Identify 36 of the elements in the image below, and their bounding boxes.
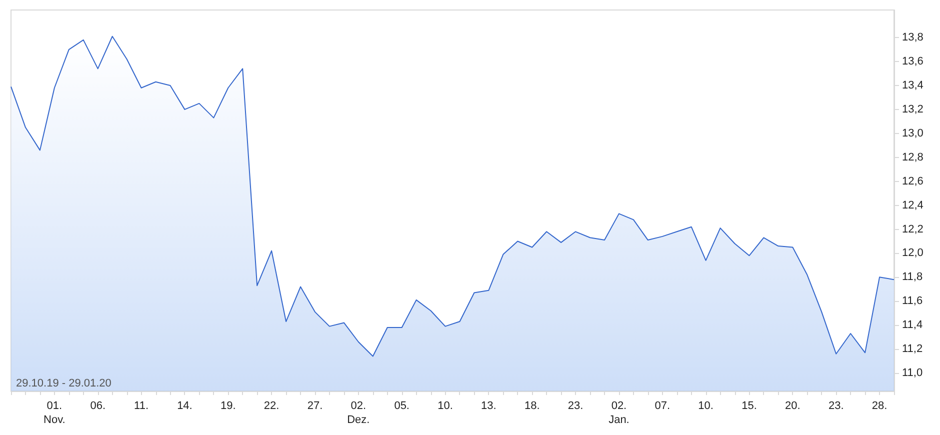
y-tick-label: 12,0 xyxy=(902,247,924,260)
annotation: 29.10.19 - 29.01.20 xyxy=(16,378,112,390)
y-tick-label: 12,6 xyxy=(902,175,924,188)
y-tick-label: 11,8 xyxy=(902,271,923,284)
y-tick-label: 13,2 xyxy=(902,103,924,116)
x-tick-label: 19. xyxy=(220,400,236,412)
y-tick-label: 13,8 xyxy=(902,32,924,44)
x-tick-label: 18. xyxy=(524,400,540,412)
y-tick-label: 12,4 xyxy=(902,199,924,212)
x-tick-label: 02. Dez. xyxy=(347,400,370,426)
y-tick-label: 12,8 xyxy=(902,151,924,164)
y-tick-label: 11,4 xyxy=(902,319,923,332)
y-tick-label: 11,0 xyxy=(902,367,923,380)
x-tick-label: 28. xyxy=(872,400,888,412)
x-tick-label: 22. xyxy=(264,400,280,412)
x-tick-label: 20. xyxy=(785,400,800,412)
y-tick-label: 13,4 xyxy=(902,79,924,92)
x-tick-label: 15. xyxy=(742,400,757,412)
y-tick-label: 13,0 xyxy=(902,127,924,140)
x-tick-label: 23. xyxy=(828,400,844,412)
x-tick-label: 02. Jan. xyxy=(608,400,630,426)
x-tick-label: 01. Nov. xyxy=(44,400,66,426)
y-tick-label: 12,2 xyxy=(902,223,924,236)
x-tick-label: 07. xyxy=(654,400,670,412)
x-tick-label: 11. xyxy=(134,400,149,412)
y-tick-label: 11,2 xyxy=(902,343,923,356)
x-tick-label: 27. xyxy=(307,400,323,412)
x-tick-label: 13. xyxy=(481,400,496,412)
x-tick-label: 10. xyxy=(438,400,453,412)
x-tick-label: 23. xyxy=(568,400,584,412)
x-tick-label: 06. xyxy=(90,400,106,412)
y-tick-label: 13,6 xyxy=(902,56,924,68)
x-tick-label: 10. xyxy=(698,400,714,412)
x-tick-label: 05. xyxy=(394,400,410,412)
y-tick-label: 11,6 xyxy=(902,295,923,308)
x-tick-label: 14. xyxy=(177,400,192,412)
